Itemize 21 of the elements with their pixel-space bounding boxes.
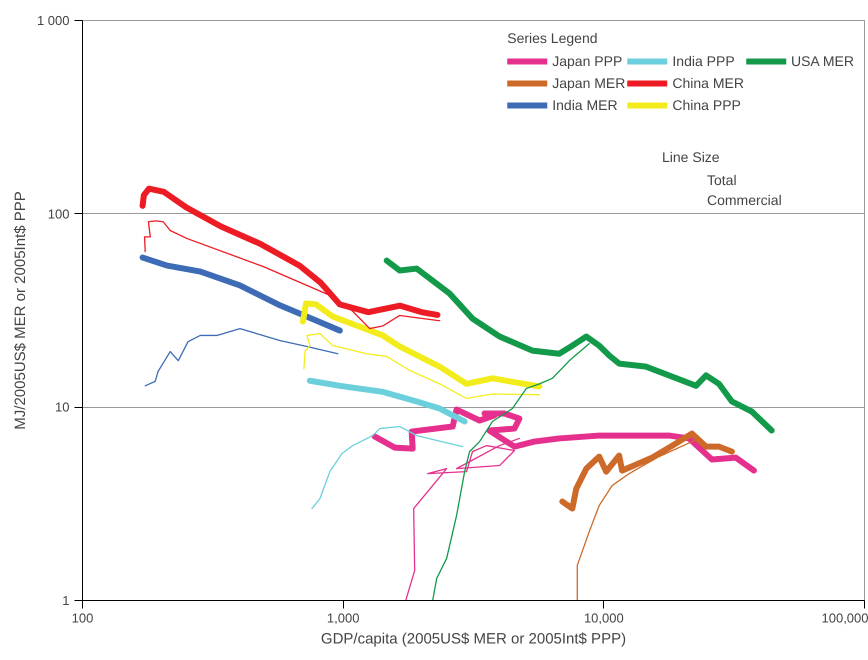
y-tick-label: 1 000	[36, 13, 70, 28]
x-tick-label: 10,000	[584, 610, 624, 626]
y-tick-label: 1	[62, 593, 70, 608]
y-tick-label: 100	[48, 206, 70, 222]
y-axis-title: MJ/2005US$ MER or 2005Int$ PPP	[12, 191, 29, 430]
x-tick-label: 100,000	[822, 610, 868, 626]
x-tick-label: 1,000	[326, 610, 360, 626]
annotation: Line Size	[662, 149, 721, 165]
annotation: Total	[707, 172, 737, 188]
legend-label: USA MER	[790, 53, 854, 69]
x-tick-label: 100	[72, 610, 94, 626]
legend-label: India MER	[552, 97, 618, 113]
legend-label: Japan PPP	[552, 53, 622, 69]
annotation: Commercial	[707, 192, 782, 208]
x-axis-title: GDP/capita (2005US$ MER or 2005Int$ PPP)	[320, 630, 626, 648]
y-tick-label: 10	[55, 400, 70, 415]
legend-label: China PPP	[672, 97, 741, 113]
legend-title: Series Legend	[507, 30, 599, 46]
legend-label: China MER	[672, 75, 744, 91]
legend-label: Japan MER	[552, 75, 626, 91]
legend-label: India PPP	[672, 53, 735, 69]
